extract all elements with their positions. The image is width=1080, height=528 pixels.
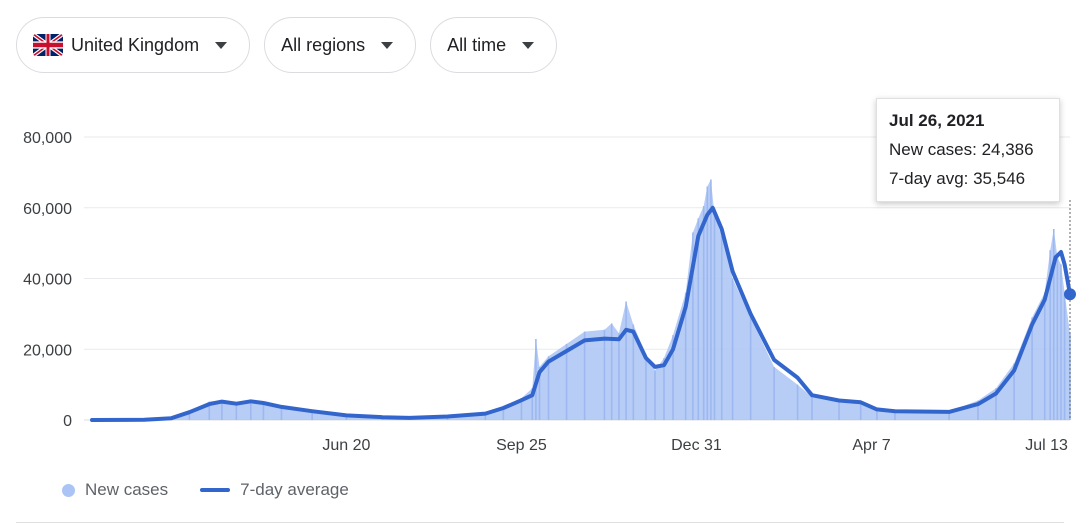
y-tick-label: 80,000 <box>23 130 72 147</box>
seven-day-average-line <box>90 205 1072 422</box>
x-tick-label: Dec 31 <box>671 437 722 454</box>
legend-seven-day-average-swatch <box>200 488 231 492</box>
y-axis-labels: 0 20,000 40,000 60,000 80,000 <box>23 130 72 430</box>
hover-point <box>1064 288 1076 301</box>
legend-new-cases-swatch <box>62 483 75 497</box>
legend-new-cases-label: New cases <box>85 480 169 499</box>
y-tick-label: 60,000 <box>23 201 72 218</box>
time-range-dropdown[interactable]: All time <box>430 17 558 73</box>
data-tooltip: Jul 26, 2021 New cases: 24,386 7-day avg… <box>876 98 1060 202</box>
chart-legend: New cases 7-day average <box>62 480 349 500</box>
country-dropdown[interactable]: United Kingdom <box>16 17 251 73</box>
country-label: United Kingdom <box>71 34 200 55</box>
y-tick-label: 20,000 <box>23 342 72 359</box>
tooltip-new-cases: New cases: 24,386 <box>889 140 1034 159</box>
new-cases-bars <box>92 179 1070 420</box>
uk-flag-icon <box>33 34 63 56</box>
x-tick-label: Apr 7 <box>852 437 890 454</box>
region-dropdown[interactable]: All regions <box>264 17 417 73</box>
x-tick-label: Sep 25 <box>496 437 547 454</box>
caret-down-icon <box>522 41 535 49</box>
x-tick-label: Jul 13 <box>1025 437 1068 454</box>
x-axis-labels: Jun 20 Sep 25 Dec 31 Apr 7 Jul 13 <box>322 437 1068 454</box>
new-cases-bar-spikes <box>143 179 1071 420</box>
y-tick-label: 0 <box>63 413 72 430</box>
caret-down-icon <box>381 41 394 49</box>
legend-seven-day-average-label: 7-day average <box>240 480 349 499</box>
filter-bar: United Kingdom All regions All time <box>16 17 558 73</box>
caret-down-icon <box>215 41 228 49</box>
bottom-divider <box>16 522 1064 523</box>
region-label: All regions <box>281 34 366 55</box>
time-range-label: All time <box>447 34 507 55</box>
tooltip-seven-day-avg: 7-day avg: 35,546 <box>889 169 1026 188</box>
x-tick-label: Jun 20 <box>322 437 370 454</box>
y-tick-label: 40,000 <box>23 272 72 289</box>
tooltip-date: Jul 26, 2021 <box>889 111 985 130</box>
